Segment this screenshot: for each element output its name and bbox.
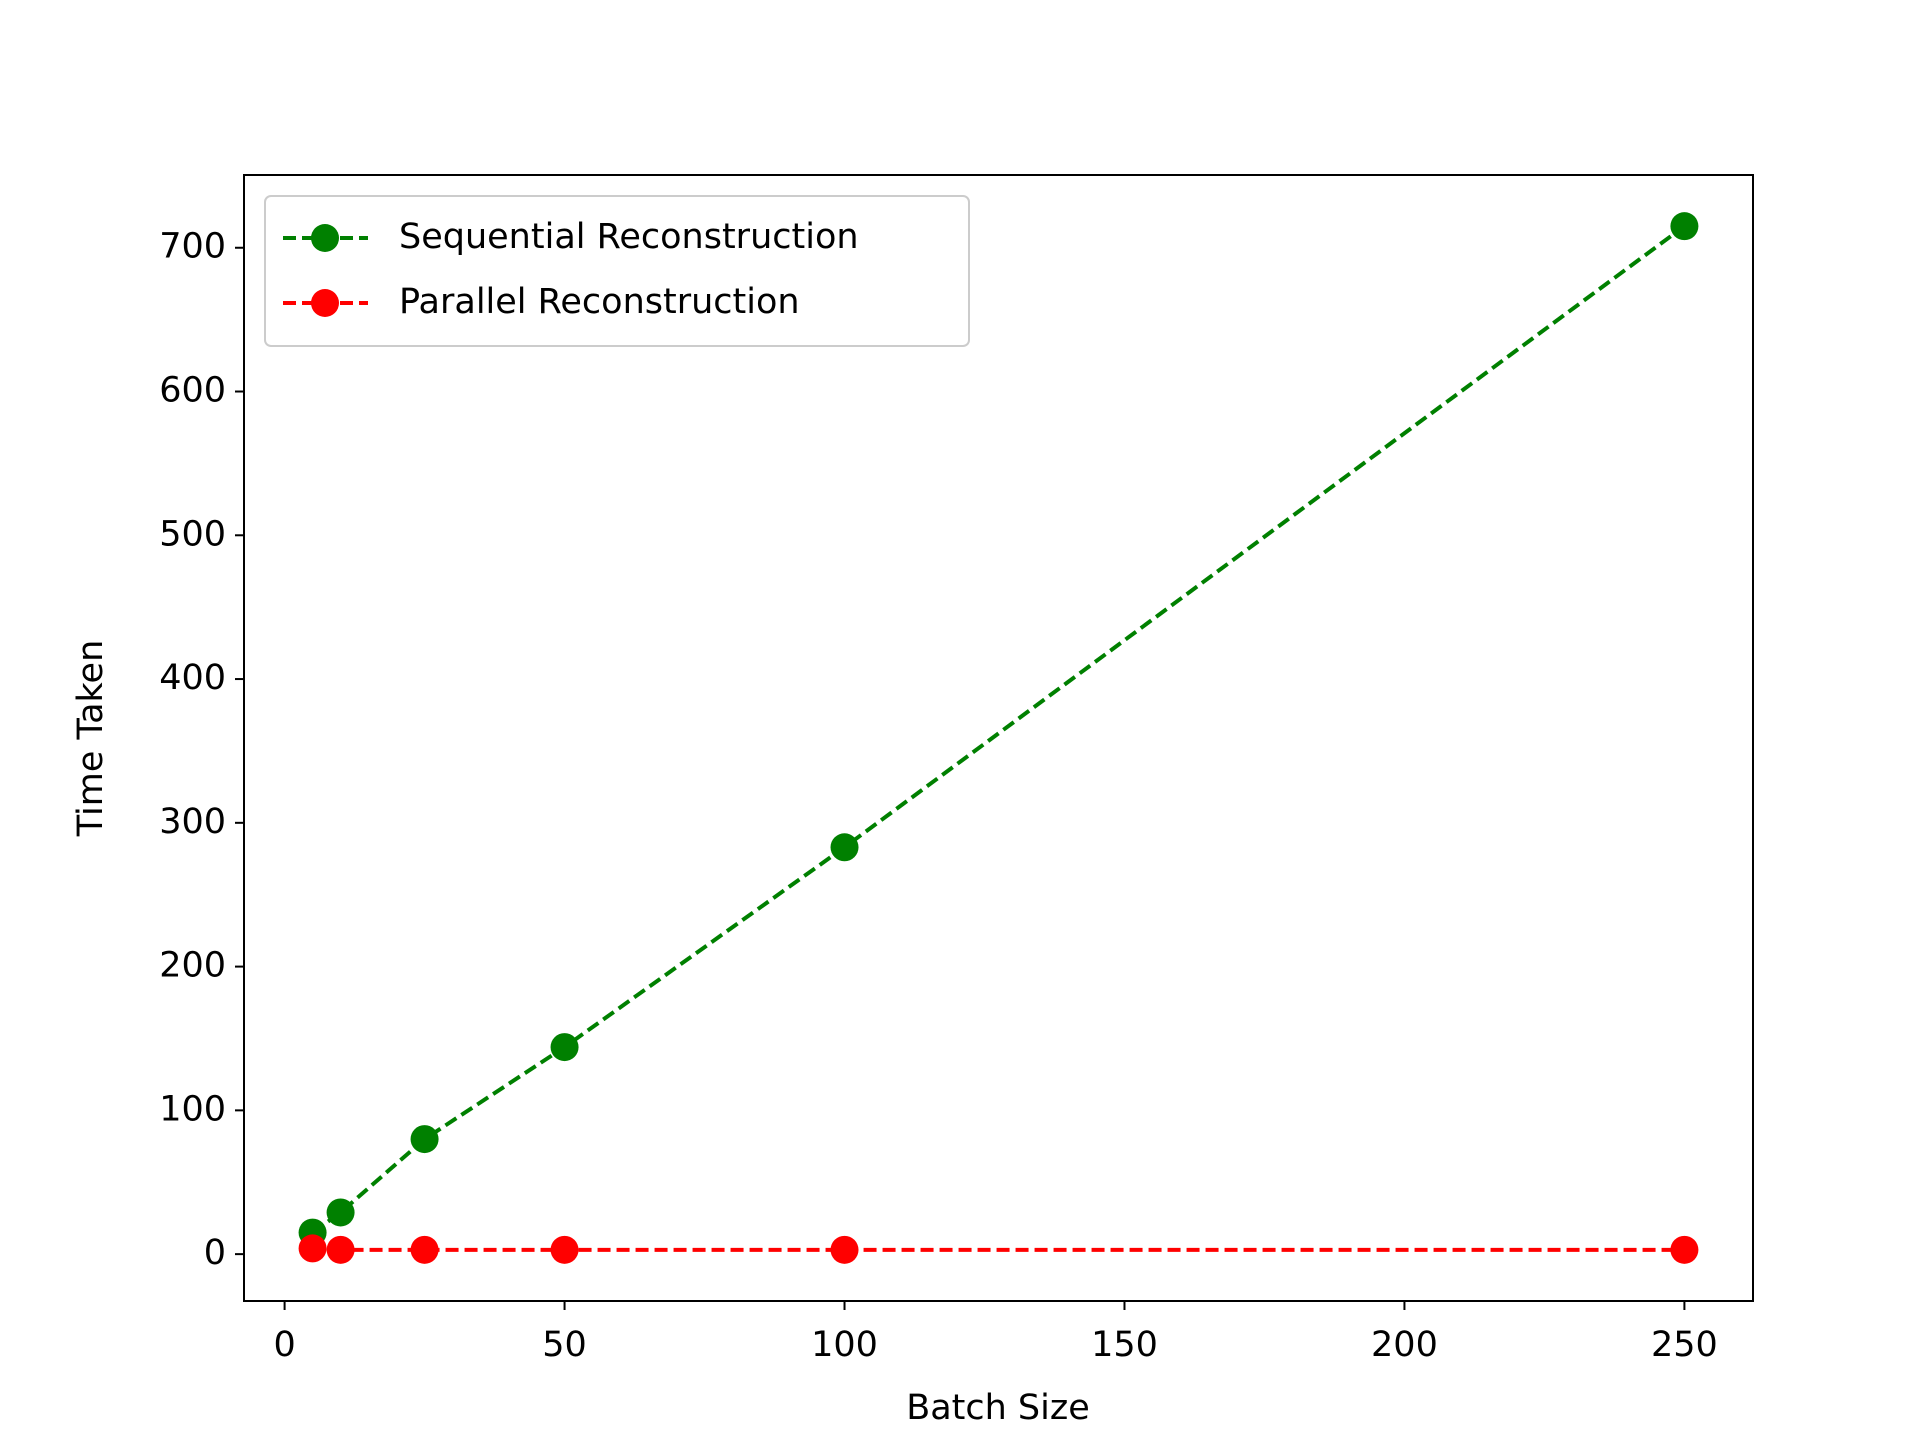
x-tick-label: 150: [1091, 1325, 1158, 1365]
y-tick-label: 200: [159, 946, 226, 986]
data-point: [410, 1235, 439, 1264]
y-tick-label: 400: [159, 658, 226, 698]
y-tick-label: 600: [159, 371, 226, 411]
legend-marker: [311, 289, 339, 317]
data-point: [550, 1235, 579, 1264]
legend-marker: [311, 224, 339, 252]
legend-box: [264, 195, 970, 347]
x-tick-label: 250: [1651, 1325, 1718, 1365]
x-tick-label: 0: [273, 1325, 295, 1365]
x-tick-label: 100: [811, 1325, 878, 1365]
y-tick-label: 500: [159, 514, 226, 554]
data-point: [298, 1234, 327, 1263]
legend-label: Sequential Reconstruction: [399, 217, 859, 257]
data-point: [410, 1125, 439, 1154]
data-point: [326, 1198, 355, 1227]
x-tick-label: 50: [542, 1325, 587, 1365]
y-tick-label: 300: [159, 802, 226, 842]
series-line: [311, 224, 1686, 1235]
y-axis-label: Time Taken: [71, 640, 111, 838]
y-tick-label: 100: [159, 1089, 226, 1129]
y-tick-label: 0: [204, 1233, 226, 1273]
data-point: [326, 1235, 355, 1264]
data-point: [830, 1235, 859, 1264]
data-point: [1670, 1235, 1699, 1264]
axes-frame: [243, 174, 1754, 1302]
y-tick-label: 700: [159, 227, 226, 267]
data-point: [550, 1033, 579, 1062]
x-axis-label: Batch Size: [906, 1388, 1090, 1428]
data-point: [830, 833, 859, 862]
x-tick-label: 200: [1371, 1325, 1438, 1365]
data-point: [1670, 212, 1699, 241]
legend-label: Parallel Reconstruction: [399, 282, 800, 322]
series-line: [312, 1246, 1685, 1252]
